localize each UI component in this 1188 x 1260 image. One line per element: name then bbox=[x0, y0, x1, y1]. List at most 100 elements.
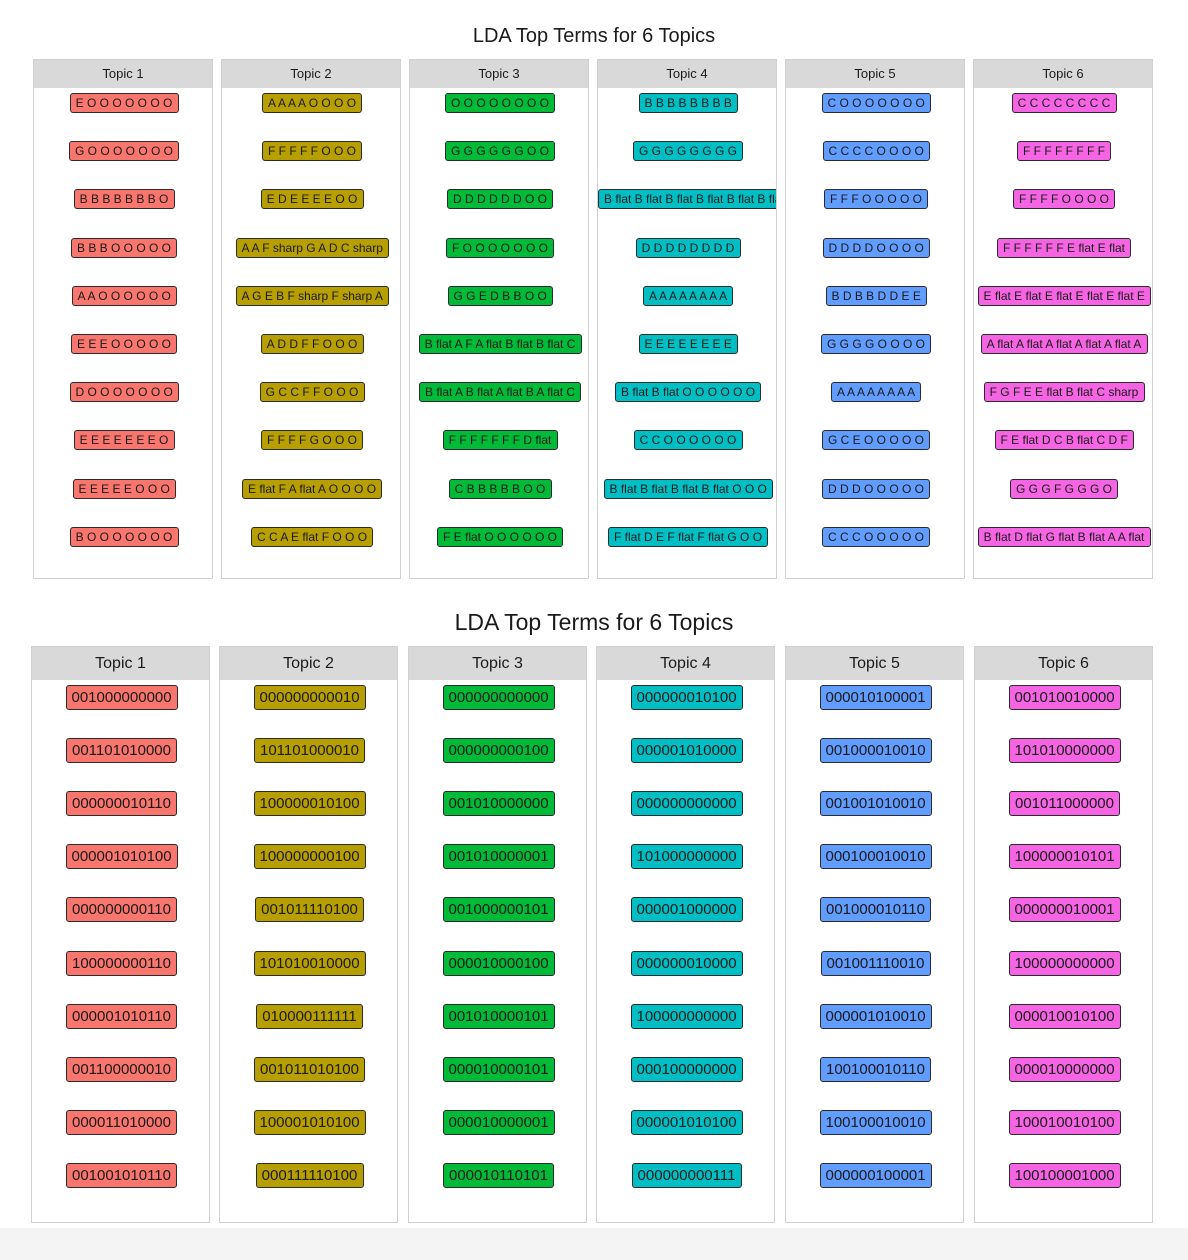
facet-panel: Topic 1 E O O O O O O O G O O O O O O O B B… bbox=[33, 59, 213, 579]
term-label: 000100010010 bbox=[819, 844, 932, 870]
term-label: B flat A B flat A flat B A flat C bbox=[419, 382, 581, 403]
term-label: O O O O O O O O bbox=[445, 93, 555, 113]
facet-strip-label: Topic 4 bbox=[598, 60, 776, 88]
term-label: C C C C O O O O bbox=[822, 141, 930, 162]
term-label: E O O O O O O O bbox=[69, 93, 179, 113]
term-label: 001000000101 bbox=[442, 897, 555, 923]
term-label: F F F O O O O O bbox=[824, 189, 928, 210]
term-label: 001010000001 bbox=[442, 844, 555, 870]
term-label: 001011000000 bbox=[1009, 790, 1120, 816]
term-label: F G F E E flat B flat C sharp bbox=[983, 382, 1145, 403]
term-label: A A A A A A A A bbox=[831, 382, 921, 403]
facet-strip-label: Topic 2 bbox=[220, 647, 397, 680]
term-label: 100000010101 bbox=[1008, 844, 1121, 870]
term-label: 100000000000 bbox=[1008, 950, 1121, 976]
facet-panel: Topic 6 001010010000 101010000000 001011000… bbox=[974, 646, 1153, 1223]
facet-strip-label: Topic 2 bbox=[222, 60, 400, 88]
term-label: B B B B B B B B bbox=[638, 93, 738, 113]
term-label: F E flat O O O O O O bbox=[437, 526, 563, 547]
term-label: F F F F F F F F bbox=[1017, 141, 1111, 162]
facet-panel: Topic 6 C C C C C C C C F F F F F F F F F F… bbox=[973, 59, 1153, 579]
term-label: 000000010000 bbox=[630, 950, 743, 976]
term-label: 001001110010 bbox=[820, 950, 931, 976]
facet-panel: Topic 1 001000000000 001101010000 000000010… bbox=[31, 646, 210, 1223]
term-label: G G G G G G G G bbox=[633, 141, 743, 162]
term-label: G G G G G G O O bbox=[445, 141, 555, 162]
term-label: 001000010010 bbox=[819, 737, 932, 763]
facet-strip-label: Topic 1 bbox=[32, 647, 209, 680]
term-label: E E E E E E E O bbox=[73, 430, 175, 451]
term-label: 000000010110 bbox=[66, 790, 177, 816]
facet-strip-label: Topic 3 bbox=[410, 60, 588, 88]
term-label: 000000000010 bbox=[253, 684, 366, 710]
term-label: 000000000111 bbox=[631, 1163, 742, 1189]
term-label: 000010000100 bbox=[442, 950, 555, 976]
term-label: D O O O O O O O bbox=[69, 382, 179, 403]
term-label: 000010000000 bbox=[1008, 1056, 1121, 1082]
term-label: 000010110101 bbox=[443, 1163, 554, 1189]
term-label: E D E E E E O O bbox=[260, 189, 364, 210]
term-label: 001000000000 bbox=[65, 684, 178, 710]
term-label: B flat B flat B flat B flat O O O bbox=[603, 478, 773, 499]
term-label: 001011010100 bbox=[254, 1056, 365, 1082]
term-label: F F F F F O O O bbox=[262, 141, 362, 162]
term-label: 001010000000 bbox=[442, 790, 555, 816]
term-label: E flat E flat E flat E flat E flat E bbox=[977, 285, 1151, 306]
term-label: E E E E E E E E bbox=[638, 334, 738, 354]
term-label: 001001010110 bbox=[66, 1163, 177, 1189]
facet-strip-label: Topic 1 bbox=[34, 60, 212, 88]
term-label: 100000000100 bbox=[253, 844, 366, 870]
term-label: B D B B D D E E bbox=[825, 285, 927, 306]
term-label: G O O O O O O O bbox=[69, 141, 179, 162]
term-label: 000010000001 bbox=[442, 1110, 555, 1136]
term-label: 100100001000 bbox=[1008, 1163, 1121, 1189]
term-label: 100010010100 bbox=[1008, 1110, 1121, 1136]
term-label: E E E O O O O O bbox=[71, 334, 177, 354]
term-label: 001011110100 bbox=[255, 897, 364, 923]
term-label: 101101000010 bbox=[254, 737, 365, 763]
page-bottom-strip bbox=[0, 1228, 1188, 1260]
term-label: 100100010010 bbox=[819, 1110, 932, 1136]
facet-strip-label: Topic 3 bbox=[409, 647, 586, 680]
facet-strip-label: Topic 6 bbox=[974, 60, 1152, 88]
chart-title: LDA Top Terms for 6 Topics bbox=[472, 25, 716, 47]
term-label: 000010010100 bbox=[1008, 1003, 1121, 1029]
term-label: 001101010000 bbox=[66, 737, 177, 763]
term-label: 000001010000 bbox=[630, 737, 743, 763]
term-label: 001100000010 bbox=[66, 1056, 177, 1082]
term-label: G G G G O O O O bbox=[821, 334, 931, 354]
term-label: C O O O O O O O bbox=[821, 93, 931, 113]
term-label: C C C C C C C C bbox=[1011, 93, 1117, 113]
term-label: B flat B flat B flat B flat B flat B fla… bbox=[598, 189, 776, 210]
term-label: F F F F F F E flat E flat bbox=[997, 237, 1131, 258]
facet-strip-label: Topic 5 bbox=[786, 647, 963, 680]
term-label: G C C F F O O O bbox=[259, 382, 365, 403]
term-label: B flat B flat O O O O O O bbox=[615, 382, 761, 403]
term-label: B B B O O O O O bbox=[71, 237, 177, 258]
term-label: C C A E flat F O O O bbox=[251, 526, 373, 547]
term-label: E flat F A flat A O O O O bbox=[242, 478, 382, 499]
term-label: A A A A A A A A bbox=[643, 285, 733, 306]
term-label: G G G F G G G O bbox=[1010, 478, 1118, 499]
term-label: D D D D O O O O bbox=[822, 237, 930, 258]
chart-title: LDA Top Terms for 6 Topics bbox=[454, 609, 734, 635]
term-label: 000000100001 bbox=[819, 1163, 932, 1189]
term-label: C C C O O O O O bbox=[822, 526, 930, 547]
term-label: G C E O O O O O bbox=[822, 430, 930, 451]
term-label: 001001010010 bbox=[819, 790, 932, 816]
facet-panel: Topic 5 C O O O O O O O C C C C O O O O F F… bbox=[785, 59, 965, 579]
term-label: B flat A F A flat B flat B flat C bbox=[418, 334, 582, 354]
facet-panel: Topic 3 O O O O O O O O G G G G G G O O D D… bbox=[409, 59, 589, 579]
term-label: F F F F O O O O bbox=[1013, 189, 1115, 210]
term-label: F F F F F F F D flat bbox=[442, 430, 558, 451]
term-label: F F F F G O O O bbox=[261, 430, 363, 451]
term-label: 000000010001 bbox=[1008, 897, 1121, 923]
term-label: 000010000101 bbox=[442, 1056, 555, 1082]
term-label: 000001010010 bbox=[819, 1003, 932, 1029]
term-label: 100000000000 bbox=[630, 1003, 743, 1029]
facet-panel: Topic 2 000000000010 101101000010 100000010… bbox=[219, 646, 398, 1223]
term-label: 000000010100 bbox=[630, 684, 743, 710]
term-label: 000000000110 bbox=[66, 897, 177, 923]
term-label: 000001000000 bbox=[630, 897, 743, 923]
term-label: E E E E E O O O bbox=[72, 478, 176, 499]
